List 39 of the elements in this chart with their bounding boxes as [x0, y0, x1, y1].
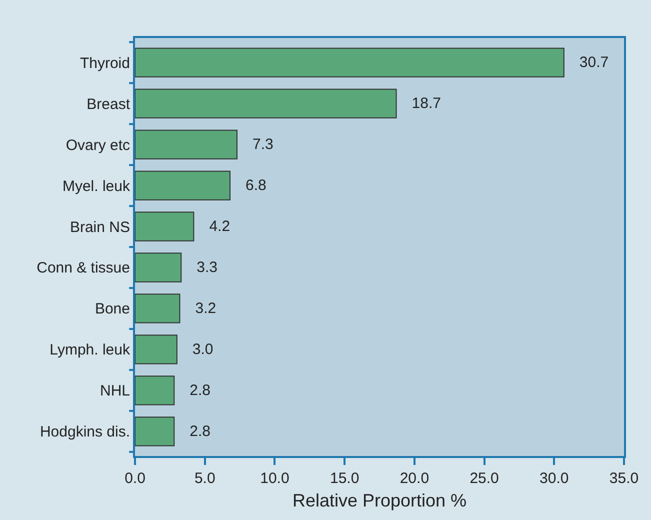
y-tick-label: Lymph. leuk	[50, 342, 130, 359]
x-axis-title: Relative Proportion %	[292, 490, 467, 511]
y-tick-label: NHL	[100, 382, 130, 400]
y-tick-label: Ovary etc	[66, 136, 130, 154]
data-label: 7.3	[240, 136, 274, 154]
bar	[135, 212, 194, 242]
y-tick-label: Thyroid	[80, 54, 130, 72]
x-tick-label: 35.0	[609, 470, 639, 487]
x-tick-label: 10.0	[260, 470, 290, 487]
y-tick-label: Brain NS	[70, 218, 130, 236]
data-label: 3.3	[184, 258, 218, 276]
data-label: 3.0	[180, 340, 214, 358]
bar	[135, 416, 175, 446]
data-label: 30.7	[566, 54, 609, 72]
bar	[135, 88, 397, 118]
bar	[135, 130, 238, 160]
y-tick-label: Myel. leuk	[62, 178, 130, 195]
x-tick-label: 5.0	[194, 470, 216, 487]
bar	[135, 170, 231, 200]
data-label: 4.2	[196, 218, 230, 236]
y-tick-label: Conn & tissue	[36, 260, 130, 277]
data-label: 3.2	[182, 300, 216, 317]
data-label: 6.8	[233, 177, 266, 194]
y-tick-label: Breast	[86, 96, 131, 113]
bar	[135, 376, 175, 406]
x-tick-label: 20.0	[400, 470, 430, 487]
y-tick-label: Bone	[94, 300, 130, 318]
x-tick-label: 0.0	[124, 470, 146, 487]
data-label: 2.8	[177, 422, 210, 440]
x-tick-label: 30.0	[540, 470, 569, 487]
bar	[135, 48, 564, 78]
x-tick-label: 25.0	[470, 470, 499, 487]
bar	[135, 294, 180, 324]
y-tick-label: Hodgkins dis.	[40, 424, 130, 441]
bar	[135, 252, 182, 282]
x-tick-label: 15.0	[330, 470, 360, 487]
data-label: 2.8	[177, 382, 210, 399]
bar	[135, 334, 178, 364]
data-label: 18.7	[399, 95, 441, 112]
